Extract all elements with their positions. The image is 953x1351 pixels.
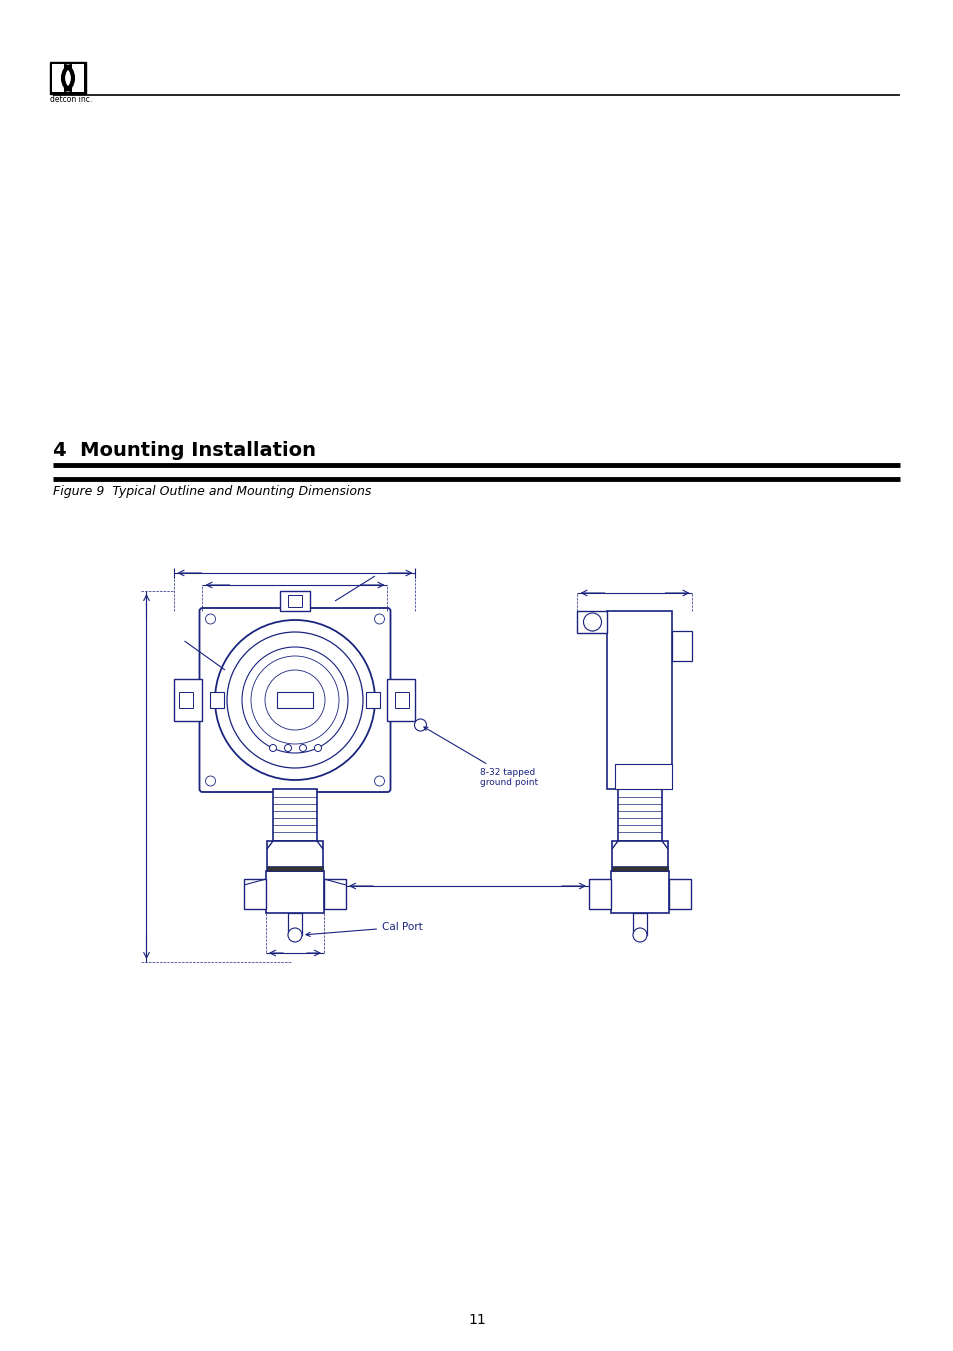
Circle shape bbox=[284, 744, 292, 751]
Bar bbox=[668, 880, 690, 909]
Circle shape bbox=[265, 670, 325, 730]
Bar bbox=[267, 866, 323, 871]
Bar bbox=[633, 913, 646, 935]
Bar bbox=[179, 692, 193, 708]
Bar bbox=[210, 692, 224, 708]
Circle shape bbox=[288, 928, 302, 942]
Bar bbox=[588, 880, 610, 909]
Bar bbox=[607, 611, 672, 789]
Circle shape bbox=[269, 744, 276, 751]
Bar bbox=[610, 871, 668, 913]
Bar bbox=[50, 62, 86, 95]
Circle shape bbox=[583, 613, 601, 631]
Bar bbox=[266, 871, 324, 913]
Circle shape bbox=[205, 613, 215, 624]
Bar bbox=[273, 789, 316, 842]
Circle shape bbox=[251, 657, 338, 744]
Circle shape bbox=[375, 775, 384, 786]
Bar bbox=[618, 789, 661, 842]
Circle shape bbox=[375, 613, 384, 624]
Bar bbox=[244, 880, 266, 909]
Text: Cal Port: Cal Port bbox=[306, 921, 422, 936]
Bar bbox=[52, 63, 84, 92]
Bar bbox=[577, 611, 607, 634]
Bar bbox=[615, 765, 672, 789]
Bar bbox=[288, 594, 302, 607]
Bar bbox=[174, 680, 202, 721]
Bar bbox=[612, 842, 667, 871]
Bar bbox=[324, 880, 346, 909]
Bar bbox=[387, 680, 416, 721]
Bar bbox=[276, 692, 313, 708]
Bar bbox=[366, 692, 379, 708]
Circle shape bbox=[299, 744, 306, 751]
Circle shape bbox=[633, 928, 646, 942]
Circle shape bbox=[214, 620, 375, 780]
Circle shape bbox=[414, 719, 426, 731]
Bar bbox=[672, 631, 692, 661]
Circle shape bbox=[227, 632, 363, 767]
Text: detcon inc.: detcon inc. bbox=[50, 95, 92, 104]
Bar bbox=[267, 842, 323, 871]
Bar bbox=[288, 913, 302, 935]
Circle shape bbox=[205, 775, 215, 786]
Bar bbox=[280, 590, 310, 611]
Circle shape bbox=[314, 744, 321, 751]
Text: 11: 11 bbox=[468, 1313, 485, 1327]
Bar bbox=[395, 692, 409, 708]
Text: 4  Mounting Installation: 4 Mounting Installation bbox=[53, 440, 315, 459]
FancyBboxPatch shape bbox=[199, 608, 390, 792]
Text: 8-32 tapped
ground point: 8-32 tapped ground point bbox=[423, 727, 538, 788]
Text: Figure 9  Typical Outline and Mounting Dimensions: Figure 9 Typical Outline and Mounting Di… bbox=[53, 485, 371, 499]
Bar bbox=[612, 866, 667, 871]
Circle shape bbox=[242, 647, 348, 753]
